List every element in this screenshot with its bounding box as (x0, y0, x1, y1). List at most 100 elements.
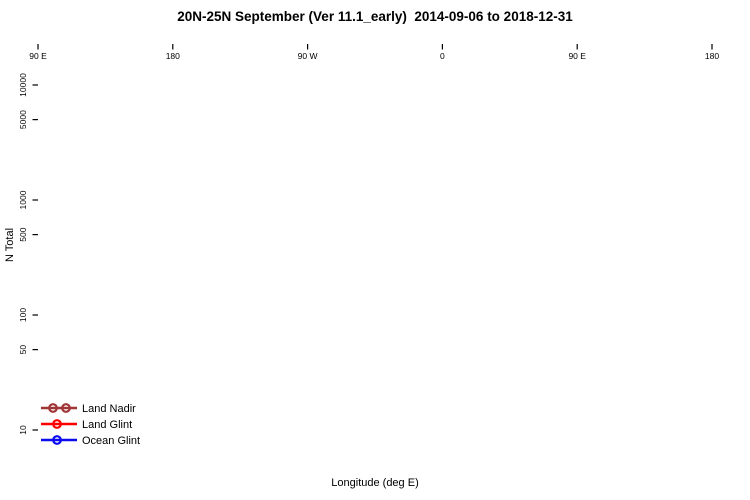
data-point (573, 275, 581, 283)
data-point (307, 379, 315, 387)
data-point (177, 64, 185, 72)
data-point (518, 202, 526, 210)
data-point (151, 57, 159, 65)
data-point (523, 210, 531, 218)
y-axis: 10 50 100 500 1000 5000 10000 (18, 73, 38, 435)
data-point (305, 260, 313, 268)
data-point (472, 173, 480, 181)
data-point (603, 161, 611, 169)
data-point (289, 273, 297, 281)
data-point (505, 242, 513, 250)
data-point (37, 270, 45, 278)
data-point (241, 101, 249, 109)
data-point (215, 84, 223, 92)
data-point (611, 268, 619, 276)
data-point (687, 58, 695, 66)
data-point (665, 75, 673, 83)
data-point (546, 182, 554, 190)
data-point (54, 303, 62, 311)
data-point (494, 182, 502, 190)
data-point (320, 102, 328, 110)
data-point (695, 61, 703, 69)
data-point (307, 107, 315, 115)
data-point (269, 122, 277, 130)
data-point (82, 122, 90, 130)
data-point (527, 182, 535, 190)
data-point (569, 385, 577, 393)
data-point (48, 264, 56, 272)
data-point (40, 248, 48, 256)
y-tick-label: 10000 (18, 73, 28, 97)
data-point (203, 406, 211, 414)
y-tick-label: 500 (18, 227, 28, 241)
x-tick-label: 180 (166, 51, 180, 61)
data-point (374, 83, 382, 91)
data-point (419, 210, 427, 218)
data-point (269, 254, 277, 262)
data-point (106, 87, 114, 95)
data-point (286, 170, 294, 178)
map-strip-land (38, 186, 78, 199)
data-point (304, 356, 312, 364)
legend-marker-circle (52, 419, 62, 429)
data-point (410, 137, 418, 145)
data-point (552, 248, 560, 256)
data-point (561, 417, 569, 425)
data-point (569, 274, 577, 282)
data-point (230, 79, 238, 87)
data-point (350, 100, 358, 108)
data-point (61, 264, 69, 272)
data-point (157, 60, 165, 68)
data-point (440, 318, 448, 326)
data-point (165, 69, 173, 77)
map-strip-land (417, 186, 607, 199)
x-tick-label: 90 E (29, 51, 47, 61)
map-strip-land (207, 186, 210, 199)
data-point (299, 144, 307, 152)
data-point (370, 83, 378, 91)
data-point (187, 50, 195, 58)
data-point (431, 397, 439, 405)
data-point (271, 263, 279, 271)
data-point (484, 182, 492, 190)
data-point (39, 287, 47, 295)
map-strip-ocean (38, 186, 712, 199)
data-point (322, 237, 330, 245)
data-point (54, 255, 62, 263)
data-point (313, 130, 321, 138)
data-point (316, 330, 324, 338)
data-point (281, 271, 289, 279)
data-point (606, 234, 614, 242)
data-point (578, 247, 586, 255)
data-point (478, 222, 486, 230)
data-point (61, 255, 69, 263)
data-point (499, 181, 507, 189)
data-point (621, 123, 629, 131)
data-point (286, 204, 294, 212)
data-point (678, 73, 686, 81)
x-axis-label: Longitude (deg E) (331, 477, 419, 489)
data-point (642, 88, 650, 96)
data-point (543, 204, 551, 212)
data-point (224, 69, 232, 77)
data-point (424, 430, 432, 438)
data-point (539, 224, 547, 232)
data-point (493, 294, 501, 302)
data-point (72, 266, 80, 274)
legend-marker-circle (52, 435, 62, 445)
data-point (413, 228, 421, 236)
legend-item-ocean-glint: Ocean Glint (41, 435, 140, 447)
data-point (626, 131, 634, 139)
data-point (617, 253, 625, 261)
y-tick-label: 5000 (18, 110, 28, 129)
data-point (198, 56, 206, 64)
data-point (238, 83, 246, 91)
data-point (73, 272, 81, 280)
data-point (263, 123, 271, 131)
data-point (79, 256, 87, 264)
data-point (672, 71, 680, 79)
data-point (599, 189, 607, 197)
x-tick-label: 0 (440, 51, 445, 61)
data-point (476, 228, 484, 236)
